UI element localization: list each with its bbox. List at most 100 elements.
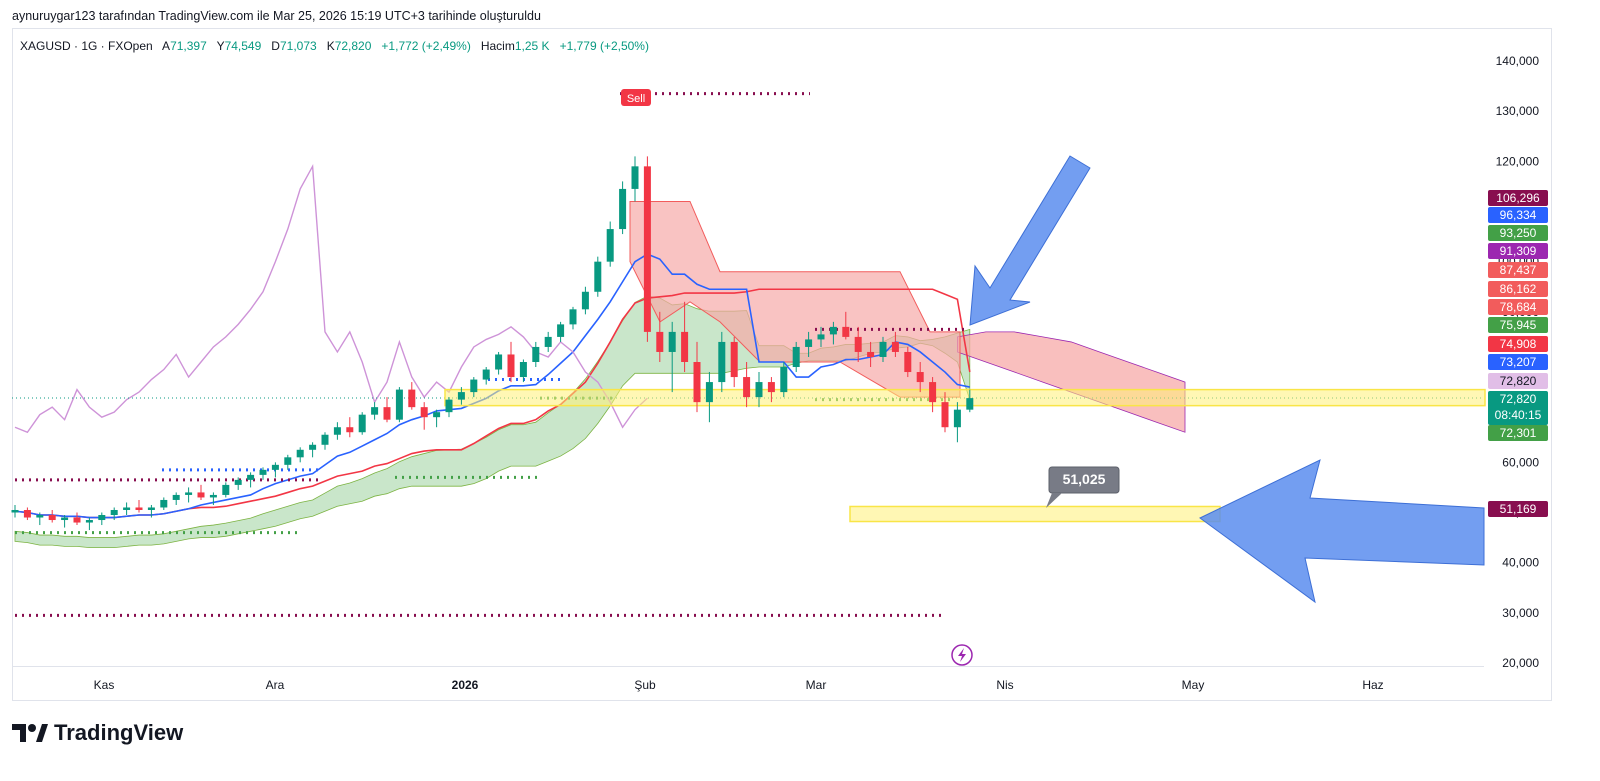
support-zone-upper[interactable] bbox=[444, 388, 1486, 407]
price-tag: 51,169 bbox=[1488, 501, 1548, 517]
candle-body bbox=[110, 509, 118, 516]
price-tag-value: 72,820 bbox=[1499, 392, 1537, 406]
price-tag: 73,207 bbox=[1488, 354, 1548, 370]
legend-high-label: Y bbox=[216, 39, 225, 53]
x-tick-label: Şub bbox=[634, 678, 656, 692]
price-tag: 74,908 bbox=[1488, 336, 1548, 352]
candle-body bbox=[854, 336, 862, 352]
candle-body bbox=[247, 474, 255, 480]
alert-icon[interactable] bbox=[951, 644, 973, 666]
x-tick-label: Haz bbox=[1362, 678, 1383, 692]
legend-open: 71,397 bbox=[170, 39, 207, 53]
candle-body bbox=[234, 479, 242, 485]
legend-volume-label: Hacim bbox=[480, 39, 515, 53]
legend-low-label: D bbox=[271, 39, 280, 53]
kumo-cloud-future bbox=[957, 331, 1186, 433]
callout-box[interactable] bbox=[1048, 466, 1120, 494]
arrow-down-left bbox=[969, 155, 1091, 326]
y-tick-label: 140,000 bbox=[1496, 54, 1540, 68]
candle-body bbox=[519, 362, 527, 378]
annotation-arrows bbox=[969, 155, 1485, 604]
y-tick-label: 30,000 bbox=[1502, 606, 1539, 620]
tradingview-logo-text: TradingView bbox=[54, 720, 184, 745]
price-tag-countdown: 08:40:15 bbox=[1494, 408, 1542, 422]
sell-badge bbox=[621, 89, 651, 106]
price-tag: 72,301 bbox=[1488, 425, 1548, 441]
candle-body bbox=[941, 402, 949, 428]
legend-close-label: K bbox=[326, 39, 335, 53]
candle-body bbox=[271, 464, 279, 470]
x-tick-label: Kas bbox=[94, 678, 115, 692]
legend-symbol[interactable]: XAGUSD · 1G · FXOpen bbox=[20, 39, 153, 53]
y-tick-label: 120,000 bbox=[1496, 154, 1540, 168]
candle-body bbox=[966, 398, 974, 410]
price-tag: 91,309 bbox=[1488, 243, 1548, 259]
price-tag-value: 72,301 bbox=[1499, 426, 1537, 440]
candle-body bbox=[147, 507, 155, 510]
candle-body bbox=[953, 409, 961, 428]
candle-body bbox=[420, 407, 428, 418]
candle-body bbox=[867, 351, 875, 357]
candle-body bbox=[916, 372, 924, 383]
candle-body bbox=[805, 339, 813, 347]
price-tag-value: 75,945 bbox=[1499, 318, 1537, 332]
candle-body bbox=[619, 188, 627, 230]
y-tick-label: 130,000 bbox=[1496, 104, 1540, 118]
candle-body bbox=[358, 414, 366, 433]
time-axis-divider bbox=[12, 666, 1484, 667]
candle-body bbox=[929, 382, 937, 403]
candle-body bbox=[705, 382, 713, 403]
candle-body bbox=[842, 326, 850, 337]
candle-body bbox=[259, 469, 267, 475]
price-tag-value: 72,820 bbox=[1499, 374, 1537, 388]
candle-body bbox=[668, 331, 676, 352]
legend-volume: 1,25 K bbox=[514, 39, 550, 53]
price-tag-value: 74,908 bbox=[1499, 337, 1537, 351]
candle-body bbox=[222, 484, 230, 495]
candle-body bbox=[879, 341, 887, 357]
candle-body bbox=[755, 382, 763, 398]
candle-body bbox=[495, 354, 503, 370]
price-tag-value: 91,309 bbox=[1499, 244, 1537, 258]
candle-body bbox=[98, 515, 106, 521]
candle-body bbox=[557, 324, 565, 337]
x-tick-label: Nis bbox=[996, 678, 1013, 692]
time-axis: Kas Ara 2026 Şub Mar Nis May Haz bbox=[94, 678, 1384, 692]
candle-body bbox=[743, 377, 751, 398]
x-tick-label: Mar bbox=[806, 678, 827, 692]
arrow-left bbox=[1199, 459, 1485, 604]
price-tag: 78,684 bbox=[1488, 299, 1548, 315]
y-tick-label: 20,000 bbox=[1502, 656, 1539, 670]
candle-body bbox=[23, 509, 31, 518]
candle-body bbox=[594, 261, 602, 292]
callout-pointer bbox=[1046, 493, 1062, 508]
price-tag-value: 78,684 bbox=[1499, 300, 1537, 314]
price-tag: 72,820 bbox=[1488, 373, 1548, 389]
legend-change: +1,772 (+2,49%) bbox=[381, 39, 471, 53]
candle-body bbox=[36, 515, 44, 518]
support-zone-lower[interactable] bbox=[849, 505, 1221, 523]
legend-volume-change: +1,779 (+2,50%) bbox=[559, 39, 649, 53]
price-tag: 75,945 bbox=[1488, 317, 1548, 333]
candle-body bbox=[693, 362, 701, 403]
x-tick-label: Ara bbox=[266, 678, 285, 692]
candle-body bbox=[470, 379, 478, 393]
legend-high: 74,549 bbox=[224, 39, 262, 53]
price-tag: 86,162 bbox=[1488, 281, 1548, 297]
candle-body bbox=[891, 341, 899, 352]
candle-body bbox=[482, 369, 490, 380]
candle-body bbox=[631, 166, 639, 189]
chart-frame[interactable] bbox=[12, 28, 1552, 701]
candle-body bbox=[284, 457, 292, 465]
candle-body bbox=[829, 326, 837, 335]
candle-body bbox=[656, 331, 664, 352]
price-tag: 93,250 bbox=[1488, 225, 1548, 241]
candle-body bbox=[606, 229, 614, 262]
sell-signal: Sell bbox=[621, 89, 651, 106]
y-tick-label: 60,000 bbox=[1502, 455, 1539, 469]
tradingview-logo[interactable]: TradingView bbox=[12, 720, 183, 746]
candle-body bbox=[85, 520, 93, 523]
price-tag: 96,334 bbox=[1488, 207, 1548, 223]
candle-body bbox=[160, 499, 168, 508]
